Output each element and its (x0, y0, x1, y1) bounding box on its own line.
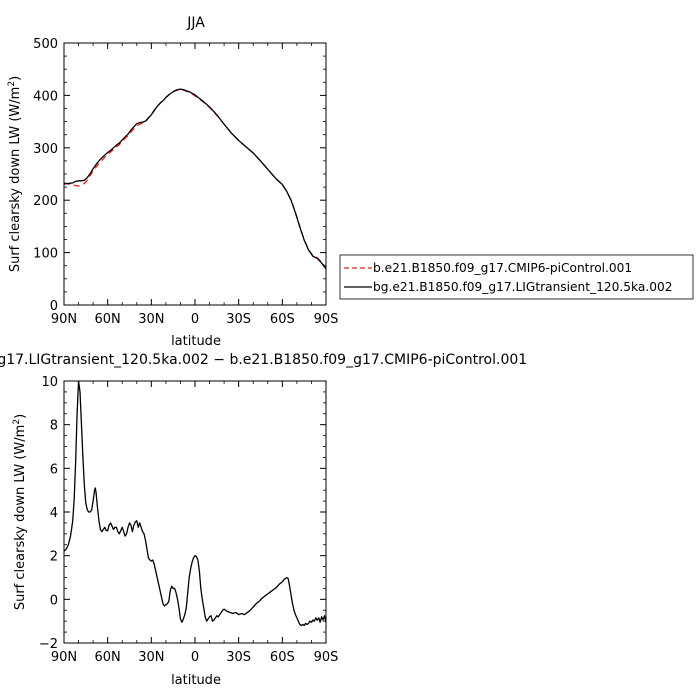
top-panel: JJA 90N 60N 30N 0 30S 60S 90S0100200300400500 … (7, 15, 338, 349)
top-chart-title: JJA (186, 15, 205, 31)
bottom-y-axis-label-end: ) (13, 414, 28, 419)
top-series-line-1 (63, 88, 327, 270)
top-y-tick-label: 0 (50, 299, 58, 314)
top-y-tick-label: 400 (33, 89, 58, 104)
bottom-axis-ticks: 90N 60N 30N 0 30S 60S 90S −2 0 2 4 6 8 10 (39, 375, 339, 665)
top-series-line-0 (63, 88, 327, 269)
bottom-y-axis-label-sup: 2 (12, 419, 22, 425)
top-x-tick-label: 90S (314, 312, 339, 327)
top-x-tick-label: 30S (226, 312, 251, 327)
bottom-panel: bg.e21.B1850.f09_g17.LIGtransient_120.5k… (0, 352, 527, 688)
bottom-plot-frame (63, 380, 327, 644)
bottom-series-line-0 (63, 380, 327, 627)
bottom-y-tick-label: 0 (50, 593, 58, 608)
bottom-x-tick-label: 30N (138, 650, 164, 665)
top-axis-ticks: 90N 60N 30N 0 30S 60S 90S 0 100 200 300 400 500 (33, 37, 338, 327)
top-y-tick-label: 200 (33, 194, 58, 209)
bottom-y-tick-label: 6 (50, 462, 58, 477)
legend: b.e21.B1850.f09_g17.CMIP6-piControl.001 … (339, 254, 694, 300)
top-x-tick-label: 60N (95, 312, 121, 327)
bottom-x-tick-label: 90N (51, 650, 77, 665)
top-plot-frame (63, 42, 327, 306)
bottom-y-axis-label: Surf clearsky down LW (W/m2) (12, 414, 28, 610)
bottom-y-tick-label: 10 (41, 375, 58, 390)
bottom-series-group (63, 380, 327, 627)
bottom-x-tick-label: 60N (95, 650, 121, 665)
top-x-axis-label: latitude (171, 334, 221, 349)
top-x-tick-label: 60S (270, 312, 295, 327)
top-y-tick-label: 300 (33, 142, 58, 157)
top-y-axis-label-sup: 2 (7, 81, 17, 87)
top-x-tick-label: 90N (51, 312, 77, 327)
top-x-tick-label: 30N (138, 312, 164, 327)
bottom-y-tick-label: 8 (50, 419, 58, 434)
top-x-tick-label: 0 (191, 312, 199, 327)
top-y-tick-label: 500 (33, 37, 58, 52)
bottom-y-axis-label-main: Surf clearsky down LW (W/m (13, 425, 28, 611)
legend-label-ligtransient: bg.e21.B1850.f09_g17.LIGtransient_120.5k… (373, 280, 672, 294)
bottom-x-axis-label: latitude (171, 673, 221, 688)
bottom-x-tick-label: 90S (314, 650, 339, 665)
bottom-y-tick-label: 4 (50, 506, 58, 521)
top-y-axis-label-end: ) (8, 76, 23, 81)
legend-label-picontrol: b.e21.B1850.f09_g17.CMIP6-piControl.001 (373, 261, 632, 275)
top-y-axis-label-main: Surf clearsky down LW (W/m (8, 87, 23, 273)
bottom-y-tick-label: −2 (39, 637, 58, 652)
bottom-x-tick-label: 60S (270, 650, 295, 665)
bottom-x-tick-label: 0 (191, 650, 199, 665)
bottom-chart-title: bg.e21.B1850.f09_g17.LIGtransient_120.5k… (0, 352, 527, 368)
bottom-y-tick-label: 2 (50, 550, 58, 565)
bottom-x-tick-label: 30S (226, 650, 251, 665)
legend-box (339, 254, 694, 300)
top-y-axis-label: Surf clearsky down LW (W/m2) (7, 76, 23, 272)
top-series-group (63, 88, 327, 270)
top-y-tick-label: 100 (33, 247, 58, 262)
